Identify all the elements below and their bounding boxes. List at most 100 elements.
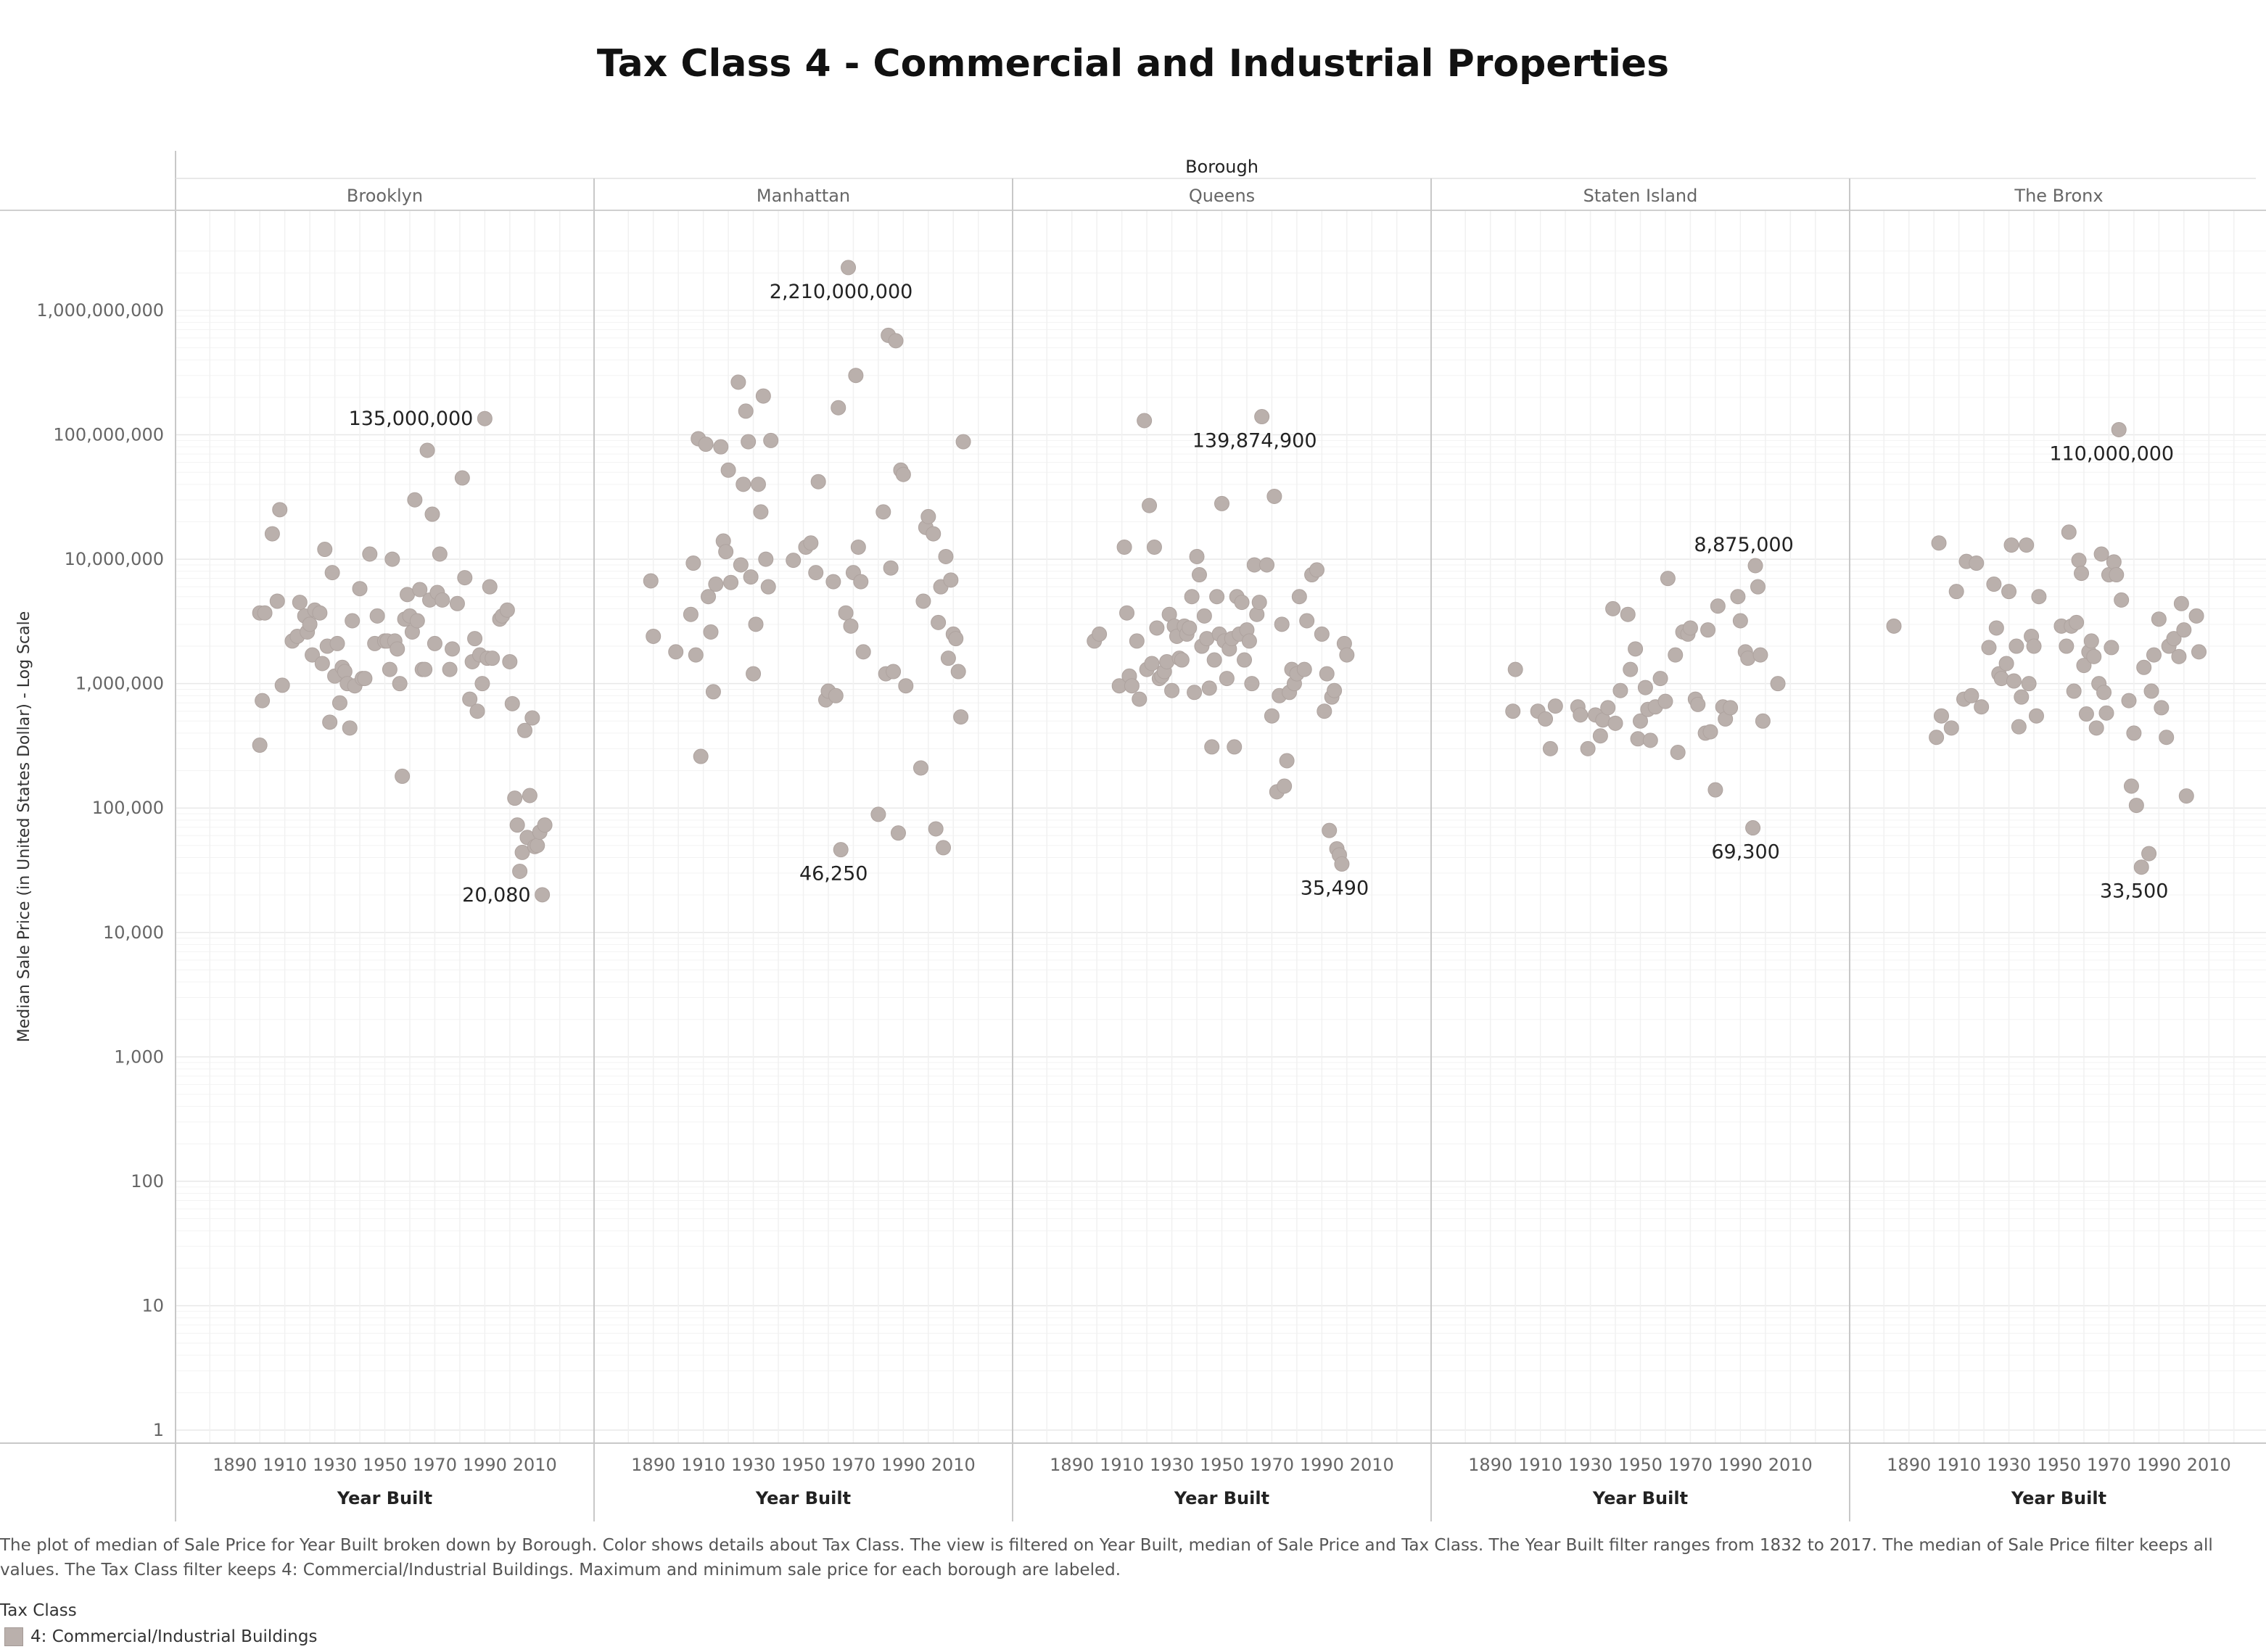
y-tick-label: 100,000 xyxy=(92,798,164,818)
data-point xyxy=(1998,656,2014,672)
data-point xyxy=(1547,698,1563,714)
data-point xyxy=(668,644,684,660)
data-point xyxy=(329,635,345,651)
data-point xyxy=(708,577,724,592)
data-point xyxy=(462,691,478,707)
data-point xyxy=(1986,577,2002,592)
data-point xyxy=(1092,626,1108,642)
data-point xyxy=(643,573,659,589)
data-point xyxy=(723,574,739,590)
data-point xyxy=(1201,680,1217,696)
data-point xyxy=(748,616,764,632)
data-point xyxy=(685,556,701,571)
x-tick-label: 1950 xyxy=(1200,1455,1244,1475)
data-point xyxy=(1132,691,1148,707)
data-point xyxy=(1620,606,1636,622)
data-point xyxy=(730,374,746,390)
data-point xyxy=(1948,584,1964,600)
data-point xyxy=(2014,689,2030,705)
data-point xyxy=(1755,713,1771,729)
data-point xyxy=(1187,685,1203,701)
data-point xyxy=(2059,638,2075,654)
data-point xyxy=(703,624,719,640)
data-point xyxy=(2008,638,2024,654)
data-point xyxy=(1234,595,1250,611)
x-tick-label: 1890 xyxy=(1887,1455,1931,1475)
data-point xyxy=(442,661,458,677)
y-tick-label: 1,000 xyxy=(114,1046,164,1067)
data-point xyxy=(2069,614,2085,630)
data-point xyxy=(1623,661,1639,677)
data-point xyxy=(1254,409,1270,425)
data-point xyxy=(2128,798,2144,814)
data-point xyxy=(264,526,280,542)
data-point xyxy=(1266,488,1282,504)
data-point xyxy=(1745,820,1761,836)
data-point xyxy=(2098,705,2114,721)
data-point xyxy=(392,676,408,692)
data-point xyxy=(1264,708,1280,724)
data-point xyxy=(1934,708,1950,724)
x-axis-title: Year Built xyxy=(1592,1488,1688,1508)
x-tick-label: 1890 xyxy=(631,1455,675,1475)
data-point xyxy=(736,476,751,492)
data-point xyxy=(828,687,844,703)
data-point xyxy=(1339,647,1355,663)
data-point xyxy=(855,644,871,660)
data-point xyxy=(1291,589,1307,605)
data-point xyxy=(2141,846,2157,862)
data-point xyxy=(1116,539,1132,555)
data-point xyxy=(390,641,405,657)
data-point xyxy=(454,470,470,486)
data-point xyxy=(841,260,857,276)
data-point xyxy=(898,678,914,694)
data-point xyxy=(1981,640,1997,656)
data-point xyxy=(312,605,328,621)
data-point xyxy=(1164,682,1180,698)
data-point xyxy=(474,676,490,692)
data-point xyxy=(2133,859,2149,875)
data-point xyxy=(357,671,373,687)
data-point xyxy=(342,720,358,736)
data-point xyxy=(2151,611,2167,627)
data-point xyxy=(1505,703,1521,719)
data-point xyxy=(1600,700,1616,716)
data-point xyxy=(1299,613,1315,629)
data-point xyxy=(1732,613,1748,629)
data-point xyxy=(1259,557,1275,573)
legend-item[interactable]: 4: Commercial/Industrial Buildings xyxy=(4,1627,317,1646)
data-point xyxy=(434,592,450,608)
data-point xyxy=(890,825,906,841)
data-point xyxy=(1174,652,1190,668)
data-point xyxy=(1707,782,1723,798)
data-point xyxy=(1700,622,1716,638)
data-point xyxy=(693,748,709,764)
data-point xyxy=(853,574,869,590)
data-point xyxy=(713,439,729,455)
data-point xyxy=(948,631,964,647)
data-point xyxy=(750,476,766,492)
data-point xyxy=(2104,640,2119,656)
data-point xyxy=(810,474,826,490)
data-point xyxy=(1327,682,1343,698)
data-point xyxy=(760,579,776,595)
y-tick-label: 100 xyxy=(131,1171,164,1191)
data-point xyxy=(2076,658,2092,674)
data-point xyxy=(825,574,841,590)
data-point xyxy=(912,760,928,776)
data-point xyxy=(2028,708,2044,724)
data-point xyxy=(870,806,886,822)
data-point xyxy=(1191,567,1207,583)
data-point xyxy=(2173,595,2189,611)
data-point xyxy=(2074,566,2090,582)
data-point xyxy=(1750,579,1766,595)
column-header: Borough xyxy=(1185,157,1258,177)
data-point xyxy=(755,388,771,404)
data-point xyxy=(1723,700,1739,716)
data-point xyxy=(2154,700,2170,716)
data-point xyxy=(803,535,819,551)
data-point xyxy=(2021,676,2037,692)
data-point xyxy=(292,595,308,611)
data-label: 33,500 xyxy=(2100,880,2168,903)
